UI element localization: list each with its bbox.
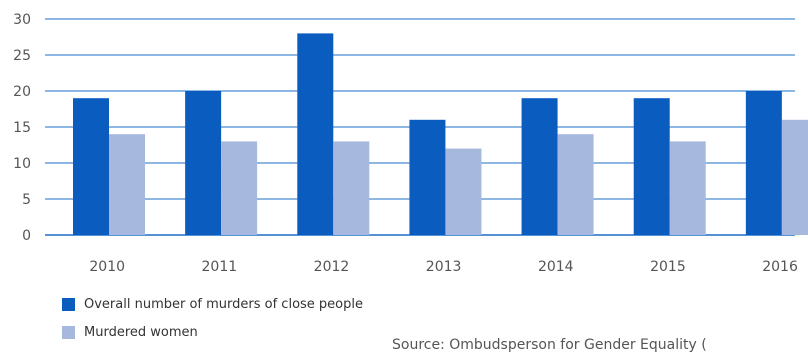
legend-label-women: Murdered women [84,324,198,340]
bar-overall-2011 [185,91,222,235]
x-tick-label: 2011 [202,259,238,275]
legend: Overall number of murders of close peopl… [62,295,363,351]
y-tick-label: 20 [13,84,31,100]
legend-label-overall: Overall number of murders of close peopl… [84,296,363,312]
y-axis-ticks: 0 5 10 15 20 25 30 [13,12,31,244]
y-tick-label: 25 [13,48,31,64]
bar-women-2011 [221,141,258,235]
legend-item-women: Murdered women [62,323,363,341]
bar-overall-2014 [521,98,558,235]
x-tick-label: 2013 [426,259,462,275]
bar-women-2014 [557,134,594,235]
bar-overall-2012 [297,33,334,236]
bar-women-2013 [445,148,482,235]
y-tick-label: 5 [22,192,31,208]
source-note: Source: Ombudsperson for Gender Equality… [392,337,707,353]
bars [73,33,808,236]
y-tick-label: 30 [13,12,31,28]
y-tick-label: 10 [13,156,31,172]
bar-women-2016 [781,119,808,235]
bar-women-2015 [669,141,706,235]
x-tick-label: 2015 [650,259,686,275]
legend-swatch-women [62,325,75,339]
legend-swatch-overall [62,297,75,311]
bar-overall-2013 [409,119,446,235]
x-tick-label: 2016 [762,259,798,275]
bar-women-2010 [109,134,145,235]
legend-item-overall: Overall number of murders of close peopl… [62,295,363,313]
bar-women-2012 [333,141,370,235]
x-tick-label: 2012 [314,259,350,275]
x-tick-label: 2014 [538,259,574,275]
x-tick-label: 2010 [89,259,125,275]
y-tick-label: 15 [13,120,31,136]
bar-overall-2015 [633,98,670,235]
bar-overall-2010 [73,98,109,235]
x-axis-ticks: 2010 2011 2012 2013 2014 2015 2016 [89,259,798,275]
bar-overall-2016 [745,91,782,235]
y-tick-label: 0 [22,228,31,244]
